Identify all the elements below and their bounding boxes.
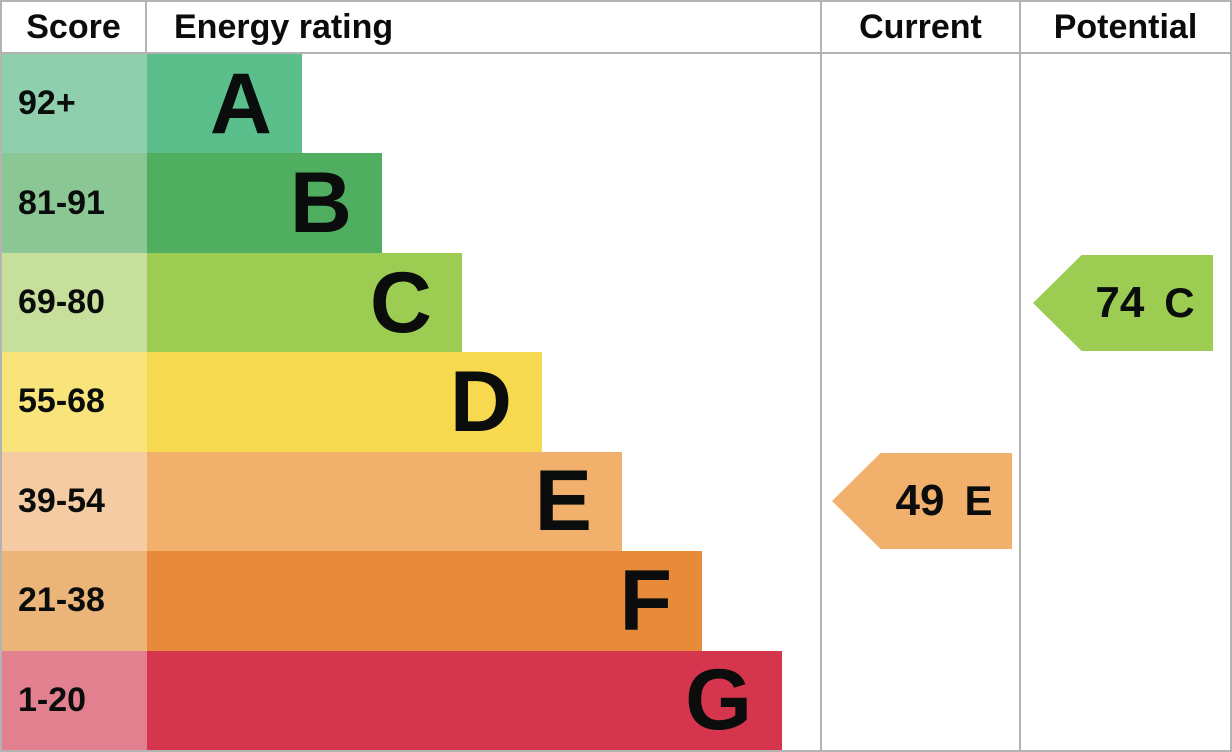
band-b-score-range: 81-91: [2, 153, 147, 253]
band-c-score-range: 69-80: [2, 252, 147, 353]
band-g-bar: G: [147, 650, 782, 750]
band-e-letter: E: [534, 453, 592, 550]
band-e-bar: E: [147, 451, 622, 552]
score-column-header: Score: [26, 7, 121, 46]
band-a-bar: A: [147, 54, 302, 154]
band-d-score-range: 55-68: [2, 352, 147, 452]
band-b-letter: B: [289, 155, 352, 252]
band-row-d: 55-68 D: [2, 352, 820, 452]
band-b-bar: B: [147, 153, 382, 253]
band-a-score-range: 92+: [2, 54, 147, 154]
band-e-score-range: 39-54: [2, 451, 147, 552]
band-d-bar: D: [147, 352, 542, 452]
current-rating-value: 49: [895, 476, 945, 525]
potential-column-divider: [1019, 2, 1021, 750]
current-column-header: Current: [859, 7, 982, 46]
band-f-score-range: 21-38: [2, 551, 147, 651]
current-rating-arrow: 49 E: [832, 453, 1012, 549]
band-f-letter: F: [619, 552, 672, 649]
band-c-letter: C: [369, 254, 432, 351]
score-rating-header-divider: [145, 2, 147, 52]
potential-column-header: Potential: [1053, 7, 1198, 46]
potential-rating-arrow: 74 C: [1033, 255, 1213, 351]
band-row-g: 1-20 G: [2, 650, 820, 750]
chart-header: Score Energy rating Current Potential: [2, 2, 1230, 54]
potential-rating-value: 74: [1095, 278, 1145, 327]
band-f-bar: F: [147, 551, 702, 651]
band-a-letter: A: [209, 55, 272, 152]
band-g-score-range: 1-20: [2, 650, 147, 750]
current-rating-band: E: [964, 477, 993, 524]
band-row-a: 92+ A: [2, 54, 820, 154]
bands-area: 92+ A 81-91 B 69-80 C 55-68 D 39-54 E 21…: [2, 54, 820, 750]
band-row-e: 39-54 E: [2, 451, 820, 552]
band-row-b: 81-91 B: [2, 153, 820, 253]
energy-rating-column-header: Energy rating: [174, 7, 394, 46]
current-column-divider: [820, 2, 822, 750]
band-row-f: 21-38 F: [2, 551, 820, 651]
potential-rating-band: C: [1164, 279, 1195, 326]
band-row-c: 69-80 C: [2, 252, 820, 353]
band-c-bar: C: [147, 252, 462, 353]
band-d-letter: D: [449, 353, 512, 450]
band-g-letter: G: [685, 652, 752, 749]
